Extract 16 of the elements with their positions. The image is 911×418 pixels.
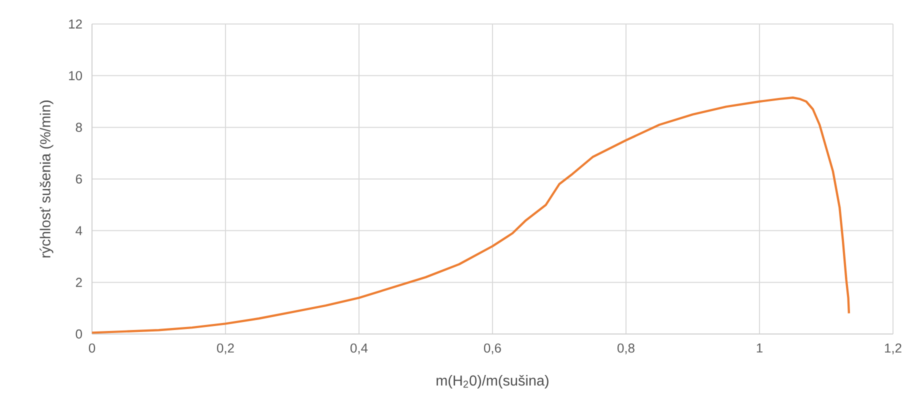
x-tick-label: 1	[756, 344, 762, 352]
x-tick-label: 0	[88, 343, 96, 353]
y-tick-label: 2	[76, 278, 82, 287]
x-axis-title: m(H$_{2}$0)/m(sušina)	[436, 374, 548, 389]
x-tick-label: 0,4	[350, 343, 368, 354]
y-tick-label: 8	[76, 122, 82, 132]
x-tick-label: 0,2	[217, 343, 234, 354]
x-tick-label: 0,6	[484, 343, 501, 354]
y-tick-label: 12	[69, 19, 82, 29]
y-tick-label: 10	[69, 71, 82, 80]
x-tick-label: 1,2	[884, 343, 902, 354]
y-tick-label: 0	[76, 329, 82, 339]
y-axis-title: rýchlosť sušenia (%/min)	[40, 100, 54, 258]
x-tick-label: 0,8	[618, 343, 634, 354]
y-tick-label: 6	[76, 174, 82, 184]
y-tick-label: 4	[76, 226, 82, 236]
